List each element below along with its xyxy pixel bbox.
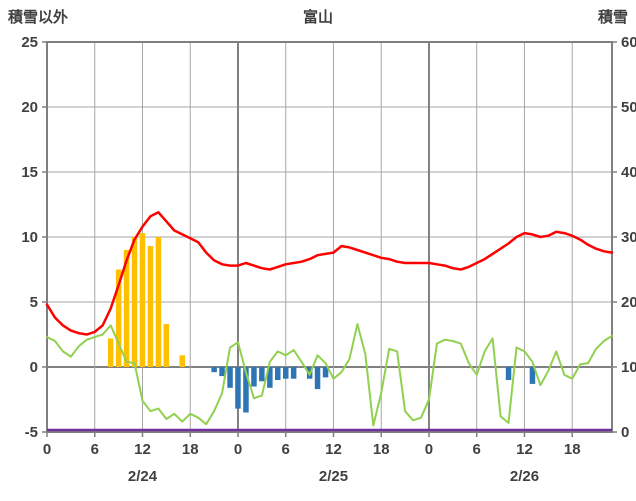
right-tick-label: 20 <box>621 294 636 311</box>
series-blue-bars <box>529 367 536 384</box>
hour-tick-label: 6 <box>282 441 290 458</box>
hour-tick-label: 18 <box>182 441 199 458</box>
series-blue-bars <box>243 367 249 413</box>
hour-tick-label: 6 <box>473 441 481 458</box>
series-blue-bars <box>227 367 233 388</box>
series-blue-bars <box>314 367 321 390</box>
hour-tick-label: 12 <box>325 441 342 458</box>
right-tick-label: 0 <box>621 424 629 441</box>
right-axis-title: 積雪 <box>597 9 628 26</box>
hour-tick-label: 0 <box>234 441 242 458</box>
series-orange-bars <box>123 250 130 367</box>
hour-tick-label: 0 <box>425 441 433 458</box>
series-blue-bars <box>235 367 241 409</box>
right-tick-label: 40 <box>621 164 636 181</box>
series-blue-bars <box>211 367 217 373</box>
right-tick-label: 10 <box>621 359 636 376</box>
date-label: 2/25 <box>319 468 348 485</box>
series-blue-bars <box>283 367 289 379</box>
series-orange-bars <box>139 233 146 367</box>
series-blue-bars <box>251 367 257 387</box>
left-tick-label: 20 <box>21 99 38 116</box>
series-orange-bars <box>115 269 122 367</box>
series-blue-bars <box>267 367 273 388</box>
left-tick-label: -5 <box>25 424 38 441</box>
series-blue-bars <box>259 367 265 382</box>
series-red-line <box>45 211 614 336</box>
hour-tick-label: 18 <box>373 441 390 458</box>
series-blue-bars <box>275 367 281 380</box>
left-tick-label: 10 <box>21 229 38 246</box>
series-blue-bars <box>290 367 297 379</box>
left-tick-label: 5 <box>30 294 38 311</box>
hour-tick-label: 0 <box>43 441 51 458</box>
hour-tick-label: 12 <box>516 441 533 458</box>
series-blue-bars <box>219 367 225 377</box>
left-tick-label: 0 <box>30 359 38 376</box>
series-orange-bars <box>163 324 170 367</box>
series-orange-bars <box>131 237 138 367</box>
date-label: 2/24 <box>128 468 158 485</box>
series-blue-bars <box>322 367 329 378</box>
right-tick-label: 50 <box>621 99 636 116</box>
left-tick-label: 15 <box>21 164 38 181</box>
left-tick-label: 25 <box>21 34 38 51</box>
series-orange-bars <box>107 338 114 367</box>
hour-tick-label: 18 <box>564 441 581 458</box>
date-label: 2/26 <box>510 468 539 485</box>
hour-tick-label: 12 <box>134 441 151 458</box>
series-orange-bars <box>179 355 185 367</box>
right-tick-label: 60 <box>621 34 636 51</box>
series-orange-bars <box>147 246 154 367</box>
series-orange-bars <box>155 237 162 367</box>
hour-tick-label: 6 <box>91 441 99 458</box>
chart-title: 富山 <box>302 9 333 26</box>
left-axis-title: 積雪以外 <box>8 9 69 26</box>
series-green-line <box>46 323 613 427</box>
right-tick-label: 30 <box>621 229 636 246</box>
series-blue-bars <box>505 367 512 380</box>
